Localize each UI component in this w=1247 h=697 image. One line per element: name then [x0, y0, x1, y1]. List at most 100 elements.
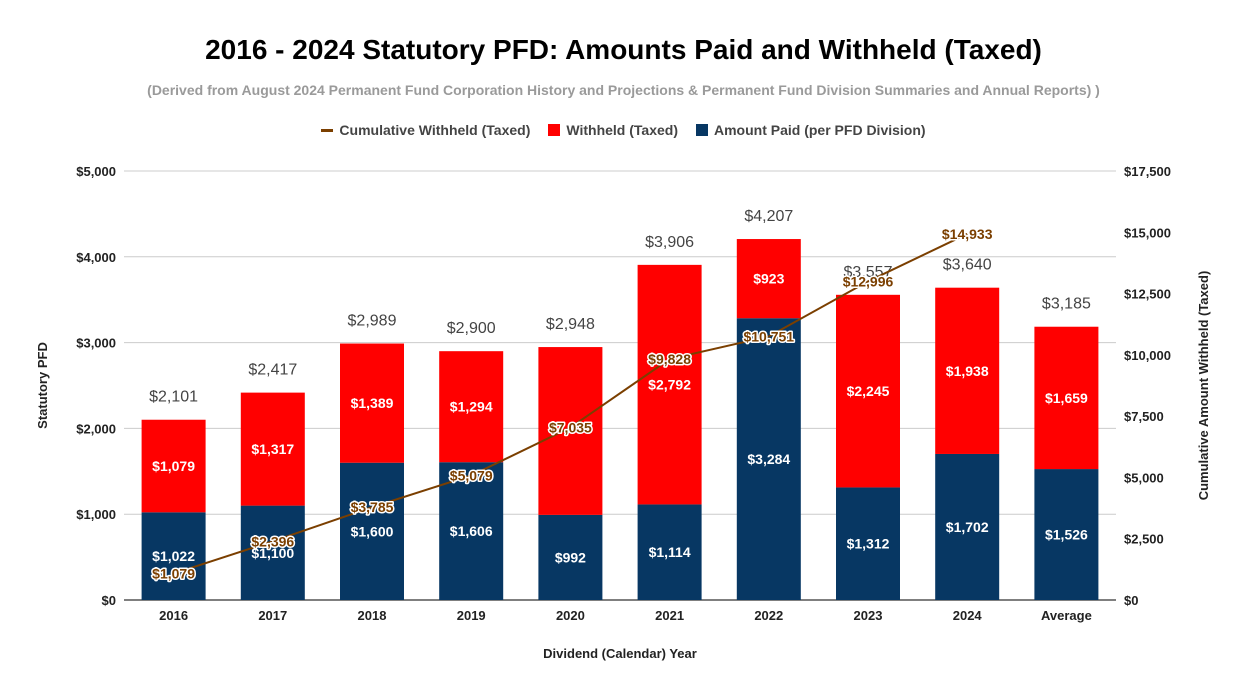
legend-item-paid: Amount Paid (per PFD Division)	[696, 122, 926, 138]
bar-withheld	[1034, 326, 1099, 470]
legend-item-withheld: Withheld (Taxed)	[548, 122, 678, 138]
y2-axis-title: Cumulative Amount Withheld (Taxed)	[1196, 271, 1211, 501]
bar-paid	[141, 512, 206, 600]
legend-swatch-cumulative	[321, 128, 334, 132]
y-tick-label: $1,000	[76, 507, 116, 522]
x-tick-label: 2018	[358, 608, 387, 623]
x-tick-label: 2019	[457, 608, 486, 623]
cumulative-line	[173, 233, 968, 575]
line-label-halo: $3,785	[351, 499, 394, 515]
line-label: $1,079	[152, 566, 195, 582]
chart-title: 2016 - 2024 Statutory PFD: Amounts Paid …	[205, 34, 1042, 65]
line-label-halo: $14,933	[942, 226, 993, 242]
bar-paid-label: $1,114	[649, 544, 691, 560]
y2-tick-label: $2,500	[1124, 532, 1164, 547]
legend-label-withheld: Withheld (Taxed)	[566, 122, 678, 138]
bar-withheld	[637, 264, 702, 505]
bar-paid-label: $1,600	[351, 523, 394, 539]
bar-withheld-label: $1,317	[251, 441, 294, 457]
bar-total-label: $2,989	[348, 313, 397, 330]
y2-tick-label: $12,500	[1124, 287, 1171, 302]
line-label-halo: $10,751	[743, 328, 794, 344]
x-tick-label: 2020	[556, 608, 585, 623]
bar-total-label: $2,900	[447, 320, 496, 337]
bar-withheld	[439, 351, 504, 463]
bar-paid	[637, 504, 702, 600]
line-label: $10,751	[743, 328, 794, 344]
bar-paid-label: $1,100	[251, 545, 294, 561]
bar-withheld-label: $1,389	[351, 395, 394, 411]
x-tick-label: 2016	[159, 608, 188, 623]
line-label: $12,996	[843, 273, 894, 289]
bar-paid-label: $1,606	[450, 523, 493, 539]
line-label: $14,933	[942, 226, 993, 242]
bar-withheld	[141, 419, 206, 513]
x-tick-label: 2023	[854, 608, 883, 623]
bar-paid	[836, 487, 900, 600]
bar-paid	[1034, 469, 1099, 600]
y-tick-label: $5,000	[76, 164, 116, 179]
y-tick-label: $4,000	[76, 250, 116, 265]
bar-paid	[538, 514, 603, 600]
line-label: $2,396	[251, 533, 294, 549]
x-tick-label: 2024	[953, 608, 983, 623]
legend: Cumulative Withheld (Taxed) Withheld (Ta…	[0, 122, 1247, 138]
line-label-halo: $5,079	[450, 467, 493, 483]
y2-tick-label: $7,500	[1124, 409, 1164, 424]
chart-subtitle: (Derived from August 2024 Permanent Fund…	[147, 82, 1100, 98]
bar-withheld	[240, 392, 305, 506]
line-label: $7,035	[549, 420, 592, 436]
y-tick-label: $0	[102, 593, 116, 608]
bar-total-label: $3,906	[645, 234, 694, 251]
bar-paid-label: $3,284	[747, 451, 790, 467]
bar-paid-label: $1,312	[847, 536, 890, 552]
x-axis-title: Dividend (Calendar) Year	[543, 646, 697, 661]
x-tick-label: 2017	[258, 608, 287, 623]
x-tick-label: 2022	[754, 608, 783, 623]
bar-withheld	[340, 343, 404, 463]
bar-withheld	[836, 294, 900, 488]
bar-withheld-label: $1,938	[946, 363, 989, 379]
bar-withheld-label: $2,245	[847, 383, 890, 399]
legend-swatch-paid	[696, 124, 708, 136]
line-label: $5,079	[450, 467, 493, 483]
bar-withheld-label: $2,792	[648, 377, 691, 393]
bar-total-label: $2,948	[546, 316, 595, 333]
line-label-halo: $2,396	[251, 533, 294, 549]
line-label-halo: $9,828	[648, 351, 691, 367]
bar-withheld-label: $1,079	[152, 458, 195, 474]
line-label: $9,828	[648, 351, 691, 367]
bar-paid	[935, 453, 1000, 600]
bar-total-label: $3,185	[1042, 296, 1091, 313]
bar-paid	[439, 462, 504, 600]
bar-withheld	[538, 347, 603, 515]
bar-withheld	[736, 239, 801, 319]
bar-total-label: $2,417	[248, 362, 297, 379]
bar-total-label: $4,207	[744, 208, 793, 225]
legend-label-cumulative: Cumulative Withheld (Taxed)	[339, 122, 531, 138]
y-tick-label: $3,000	[76, 336, 116, 351]
bar-total-label: $2,101	[149, 389, 198, 406]
y2-tick-label: $17,500	[1124, 164, 1171, 179]
legend-item-cumulative: Cumulative Withheld (Taxed)	[321, 122, 530, 138]
y2-tick-label: $0	[1124, 593, 1138, 608]
y-tick-label: $2,000	[76, 421, 116, 436]
bar-paid-label: $992	[555, 549, 586, 565]
bar-withheld	[935, 287, 1000, 454]
bar-paid	[240, 505, 305, 600]
y2-tick-label: $5,000	[1124, 470, 1164, 485]
bar-paid	[736, 318, 801, 600]
legend-label-paid: Amount Paid (per PFD Division)	[714, 122, 926, 138]
bar-total-label: $3,640	[943, 257, 992, 274]
line-label-halo: $7,035	[549, 420, 592, 436]
y-axis-title: Statutory PFD	[35, 342, 50, 429]
bar-paid-label: $1,022	[152, 548, 195, 564]
line-label: $3,785	[351, 499, 394, 515]
bar-paid-label: $1,526	[1045, 527, 1088, 543]
bar-withheld-label: $923	[753, 271, 784, 287]
bar-paid-label: $1,702	[946, 519, 989, 535]
line-label-halo: $12,996	[843, 273, 894, 289]
bar-paid	[340, 462, 404, 600]
